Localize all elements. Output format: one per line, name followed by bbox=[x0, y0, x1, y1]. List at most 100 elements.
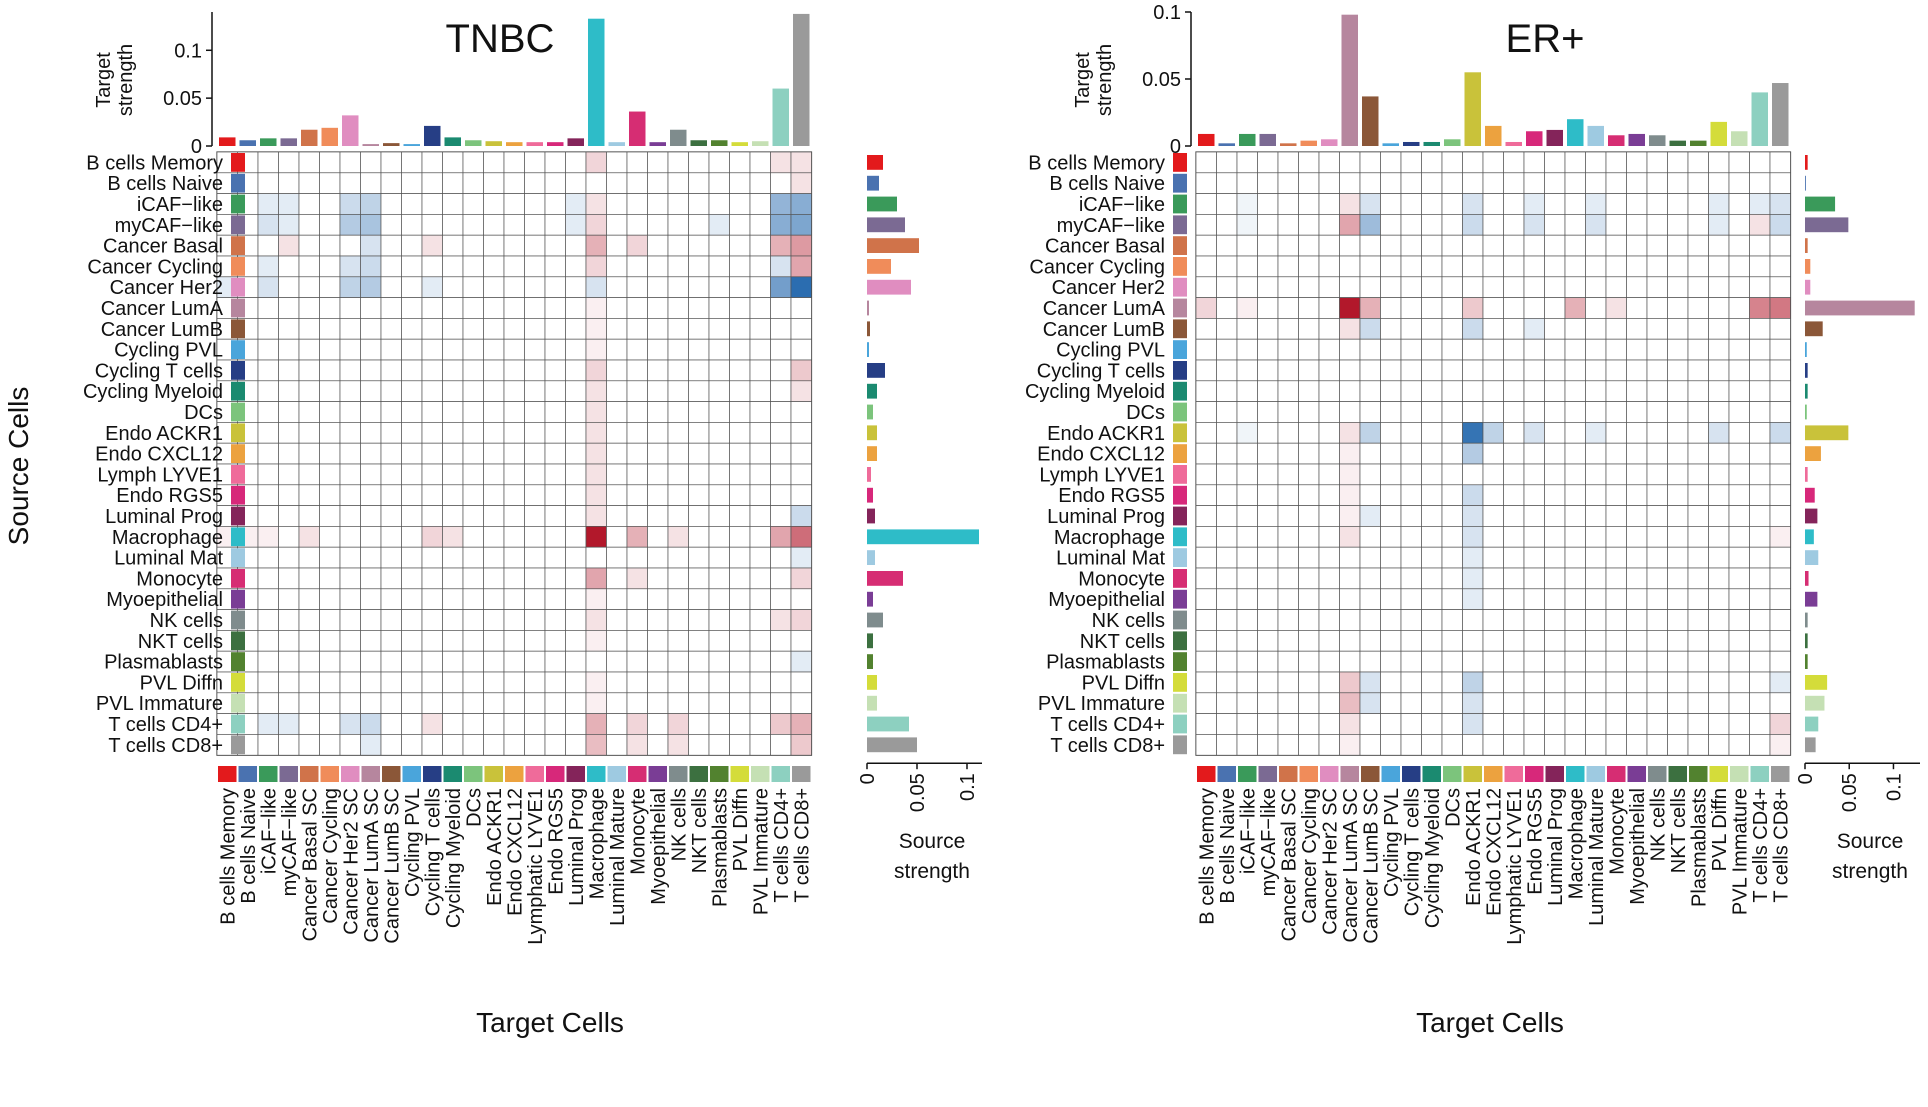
heatmap-cell bbox=[626, 234, 648, 257]
heatmap-cell bbox=[647, 276, 669, 298]
heatmap-cell bbox=[1380, 442, 1402, 465]
heatmap-cell bbox=[1646, 630, 1668, 652]
heatmap-cell bbox=[688, 214, 710, 236]
column-label: PVL Diffn bbox=[730, 788, 752, 871]
heatmap-cell bbox=[339, 380, 361, 402]
heatmap-cell bbox=[729, 151, 751, 174]
heatmap-cell bbox=[1728, 151, 1750, 174]
target-strength-bar bbox=[485, 141, 502, 146]
column-label: PVL Diffn bbox=[1709, 788, 1731, 871]
heatmap-cell bbox=[770, 567, 792, 590]
heatmap-cell bbox=[647, 484, 669, 506]
source-strength-label-line2: strength bbox=[894, 860, 970, 883]
heatmap-cell bbox=[1482, 484, 1504, 506]
heatmap-cell bbox=[688, 172, 710, 194]
heatmap-cell bbox=[1482, 401, 1504, 423]
row-color-swatch bbox=[231, 693, 245, 713]
column-color-swatch bbox=[1771, 766, 1790, 782]
column-label: myCAF−like bbox=[1258, 788, 1280, 896]
heatmap-cell bbox=[1523, 338, 1545, 361]
heatmap-cell bbox=[544, 734, 566, 756]
column-label: Monocyte bbox=[627, 788, 649, 875]
column-color-swatch bbox=[300, 766, 319, 782]
heatmap-cell bbox=[1728, 463, 1750, 486]
heatmap-cell bbox=[708, 671, 730, 694]
heatmap-cell bbox=[544, 401, 566, 423]
heatmap-cell bbox=[790, 630, 812, 652]
heatmap-cell bbox=[1277, 172, 1299, 194]
source-strength-label-line2: strength bbox=[1832, 860, 1908, 883]
heatmap-cell bbox=[790, 318, 812, 340]
heatmap-cell bbox=[1482, 276, 1504, 298]
heatmap-cell bbox=[1462, 255, 1484, 278]
source-strength-bar bbox=[1805, 529, 1814, 545]
heatmap-cell bbox=[544, 526, 566, 548]
heatmap-cell bbox=[1769, 671, 1791, 694]
heatmap-cell bbox=[503, 401, 525, 423]
heatmap-cell bbox=[319, 172, 341, 194]
target-strength-label-line1: Target bbox=[1072, 52, 1094, 108]
heatmap-cell bbox=[606, 151, 628, 174]
source-strength-bar bbox=[867, 300, 869, 316]
source-strength-bar bbox=[867, 508, 875, 524]
heatmap-cell bbox=[278, 338, 300, 361]
heatmap-cell bbox=[1503, 526, 1525, 548]
heatmap-cell bbox=[1544, 713, 1566, 735]
heatmap-cell bbox=[585, 193, 607, 215]
heatmap-cell bbox=[544, 214, 566, 236]
heatmap-cell bbox=[421, 567, 443, 590]
heatmap-cell bbox=[1769, 255, 1791, 278]
heatmap-cell bbox=[1626, 546, 1648, 569]
heatmap-cell bbox=[380, 546, 402, 569]
heatmap-cell bbox=[257, 193, 279, 215]
heatmap-cell bbox=[1380, 713, 1402, 735]
heatmap-cell bbox=[1236, 505, 1258, 527]
heatmap-cell bbox=[729, 442, 751, 465]
heatmap-cell bbox=[380, 692, 402, 714]
heatmap-cell bbox=[626, 193, 648, 215]
panel-title: ER+ bbox=[1506, 17, 1585, 61]
target-strength-bar bbox=[1505, 141, 1522, 146]
heatmap-cell bbox=[421, 338, 443, 361]
heatmap-cell bbox=[606, 359, 628, 382]
heatmap-cell bbox=[1564, 338, 1586, 361]
heatmap-cell bbox=[790, 338, 812, 361]
target-strength-bar bbox=[1403, 141, 1420, 146]
heatmap-cell bbox=[1728, 630, 1750, 652]
heatmap-cell bbox=[585, 172, 607, 194]
heatmap-cell bbox=[1380, 630, 1402, 652]
heatmap-cell bbox=[462, 234, 484, 257]
source-strength-bar bbox=[1805, 321, 1823, 337]
heatmap-cell bbox=[1482, 318, 1504, 340]
heatmap-cell bbox=[257, 588, 279, 610]
heatmap-cell bbox=[688, 297, 710, 319]
row-label: Cancer Her2 bbox=[110, 277, 223, 299]
column-label: DCs bbox=[1442, 788, 1464, 827]
column-color-swatch bbox=[382, 766, 401, 782]
heatmap-cell bbox=[339, 193, 361, 215]
heatmap-cell bbox=[1687, 172, 1709, 194]
heatmap-cell bbox=[1708, 692, 1730, 714]
heatmap-cell bbox=[790, 151, 812, 174]
heatmap-cell bbox=[278, 671, 300, 694]
heatmap-cell bbox=[278, 422, 300, 444]
heatmap-cell bbox=[442, 193, 464, 215]
heatmap-cell bbox=[401, 713, 423, 735]
heatmap-cell bbox=[442, 484, 464, 506]
heatmap-cell bbox=[462, 567, 484, 590]
heatmap-cell bbox=[1236, 650, 1258, 673]
heatmap-cell bbox=[790, 214, 812, 236]
heatmap-cell bbox=[380, 151, 402, 174]
heatmap-cell bbox=[1646, 172, 1668, 194]
column-color-swatch bbox=[1381, 766, 1400, 782]
heatmap-cell bbox=[1605, 609, 1627, 631]
heatmap-cell bbox=[1708, 172, 1730, 194]
heatmap-cell bbox=[1626, 650, 1648, 673]
heatmap-cell bbox=[1421, 422, 1443, 444]
column-color-swatch bbox=[1258, 766, 1277, 782]
heatmap-cell bbox=[565, 172, 587, 194]
heatmap-cell bbox=[667, 151, 689, 174]
heatmap-cell bbox=[1728, 214, 1750, 236]
heatmap-cell bbox=[360, 297, 382, 319]
